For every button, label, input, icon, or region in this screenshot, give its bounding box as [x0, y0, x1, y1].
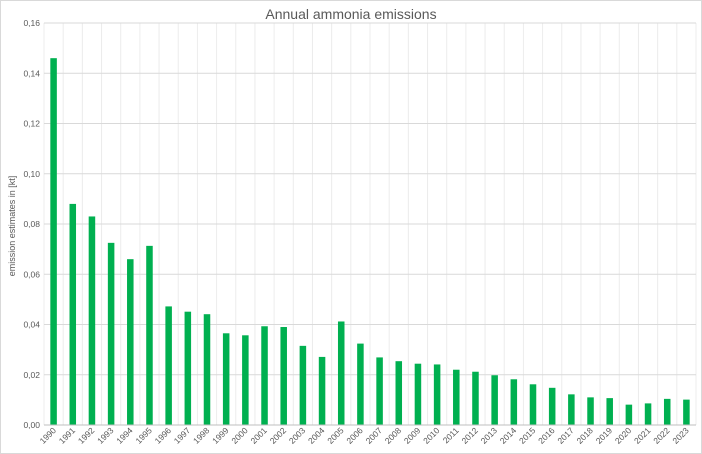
bar-1992 [88, 216, 96, 425]
bar-2019 [606, 398, 613, 425]
bar-2021 [644, 403, 652, 425]
x-tick-label: 2020 [613, 425, 634, 446]
bar-2023 [683, 399, 690, 425]
x-tick-label: 2022 [651, 425, 672, 446]
chart-title: Annual ammonia emissions [265, 6, 436, 22]
x-tick-label: 2013 [479, 425, 500, 446]
x-tick-label: 2021 [632, 425, 653, 446]
x-tick-label: 2017 [555, 425, 576, 446]
bar-1993 [107, 242, 115, 425]
bar-2004 [318, 356, 326, 425]
bar-1998 [203, 314, 211, 425]
y-tick-label: 0,14 [23, 68, 40, 78]
bar-2018 [587, 397, 594, 425]
bar-2011 [453, 369, 460, 425]
x-tick-label: 2003 [287, 425, 308, 446]
x-tick-label: 2001 [248, 425, 269, 446]
bar-2020 [625, 404, 633, 425]
bar-2010 [433, 364, 441, 425]
bar-2012 [472, 371, 479, 425]
bar-2008 [395, 361, 403, 425]
x-tick-label: 1996 [153, 425, 174, 446]
bar-2013 [491, 375, 498, 425]
bar-2017 [568, 394, 575, 425]
x-tick-label: 2000 [229, 425, 250, 446]
x-tick-label: 1997 [172, 425, 193, 446]
gridlines [43, 22, 697, 426]
bar-1990 [50, 58, 57, 426]
x-tick-label: 1991 [57, 425, 78, 446]
y-axis-label: emission estimates in [kt] [7, 176, 17, 277]
bar-1997 [184, 311, 192, 425]
bar-2000 [242, 335, 249, 425]
x-tick-label: 2002 [268, 425, 289, 446]
x-tick-label: 2012 [459, 425, 480, 446]
x-tick-label: 1992 [76, 425, 97, 446]
x-tick-label: 1999 [210, 425, 231, 446]
y-tick-label: 0,02 [23, 370, 40, 380]
x-tick-label: 2015 [517, 425, 538, 446]
bar-2014 [510, 379, 518, 425]
x-tick-label: 2018 [574, 425, 595, 446]
y-tick-labels: 0,00 0,02 0,04 0,06 0,08 0,10 0,12 0,14 0,16 [23, 18, 40, 430]
bar-2016 [548, 387, 556, 425]
bar-2007 [376, 357, 383, 425]
x-tick-label: 2019 [594, 425, 615, 446]
x-tick-label: 1995 [133, 425, 154, 446]
y-tick-label: 0,04 [23, 320, 40, 330]
x-tick-label: 2023 [670, 425, 691, 446]
bar-1995 [146, 245, 153, 425]
bar-1994 [127, 259, 134, 425]
bar-2022 [663, 398, 671, 425]
bar-2005 [337, 321, 345, 425]
bar-2002 [280, 327, 287, 425]
y-tick-label: 0,12 [23, 119, 40, 129]
bars [50, 58, 690, 426]
x-tick-labels: 1990199119921993199419951996199719981999… [38, 425, 691, 446]
x-tick-label: 2011 [441, 425, 461, 445]
x-tick-label: 2007 [364, 425, 385, 446]
y-tick-label: 0,16 [23, 18, 40, 28]
x-tick-label: 1990 [38, 425, 59, 446]
x-tick-label: 2010 [421, 425, 442, 446]
x-tick-label: 1998 [191, 425, 212, 446]
x-tick-label: 2014 [498, 425, 519, 446]
bar-2006 [357, 343, 364, 425]
y-tick-label: 0,08 [23, 219, 40, 229]
x-tick-label: 2006 [344, 425, 365, 446]
x-tick-label: 2008 [383, 425, 404, 446]
bar-2001 [261, 326, 268, 425]
x-tick-label: 2016 [536, 425, 557, 446]
x-tick-label: 1993 [95, 425, 116, 446]
bar-1991 [69, 203, 77, 425]
x-tick-label: 2005 [325, 425, 346, 446]
y-tick-label: 0,10 [23, 169, 40, 179]
bar-2009 [414, 363, 422, 425]
bar-2003 [299, 345, 307, 425]
bar-1999 [222, 333, 230, 425]
x-tick-label: 2009 [402, 425, 423, 446]
x-tick-label: 1994 [114, 425, 135, 446]
bar-1996 [165, 306, 172, 425]
y-tick-label: 0,06 [23, 269, 40, 279]
y-tick-label: 0,00 [23, 420, 40, 430]
bar-2015 [529, 384, 537, 425]
x-tick-label: 2004 [306, 425, 327, 446]
